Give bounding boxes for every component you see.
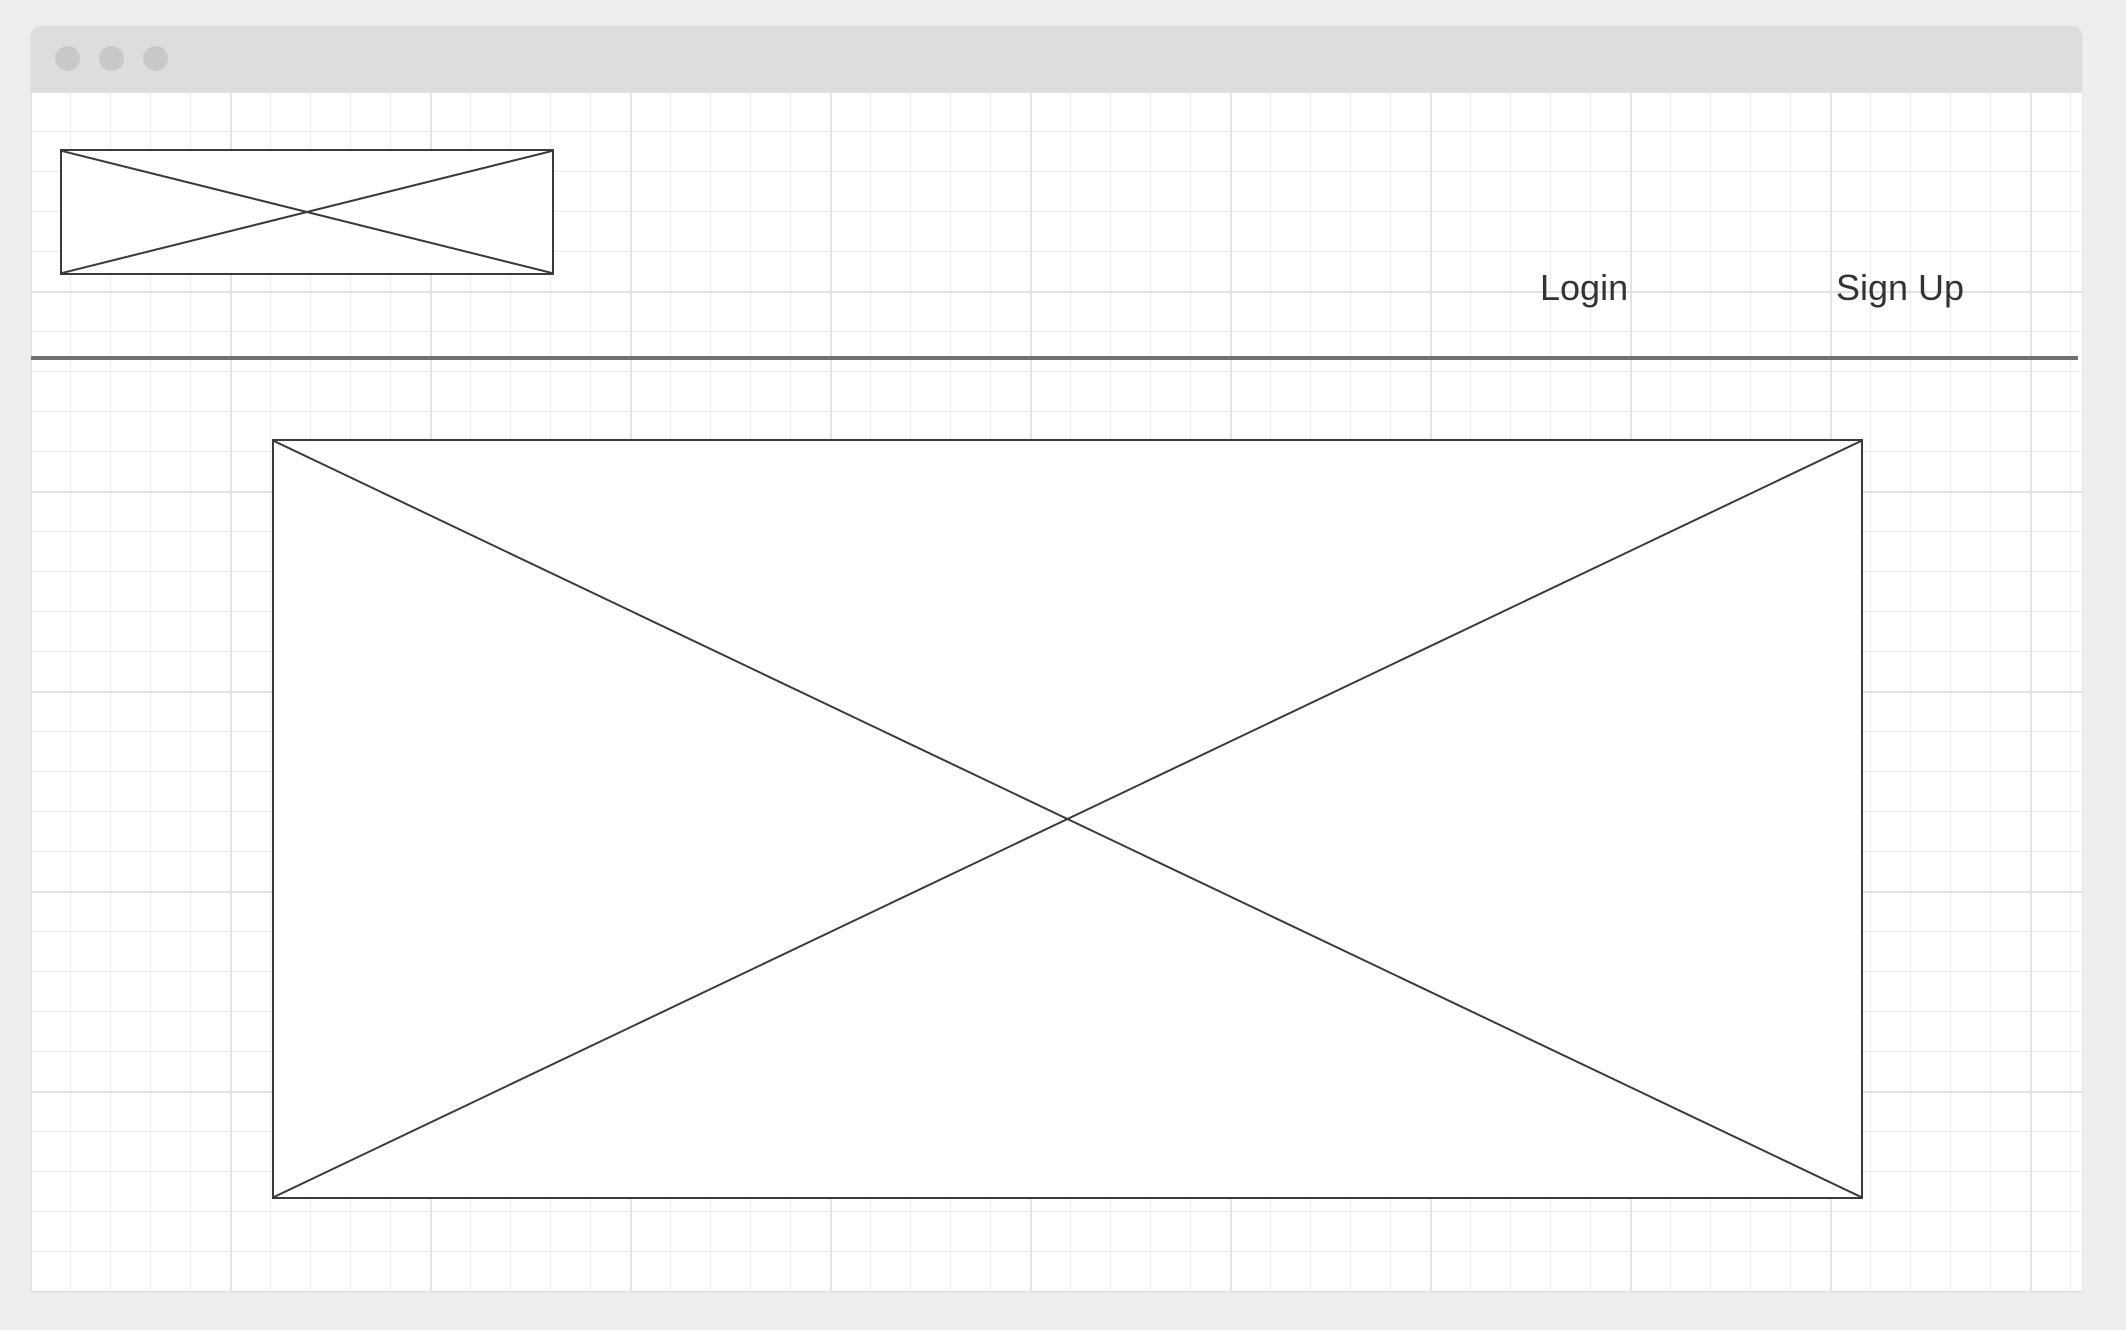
window-maximize-dot-icon[interactable] <box>143 46 168 71</box>
window-minimize-dot-icon[interactable] <box>99 46 124 71</box>
image-placeholder-cross-icon <box>274 441 1861 1197</box>
window-titlebar <box>31 26 2082 92</box>
browser-window: Login Sign Up <box>31 26 2082 1292</box>
window-close-dot-icon[interactable] <box>55 46 80 71</box>
hero-image-placeholder[interactable] <box>272 439 1863 1199</box>
wireframe-canvas: Login Sign Up <box>31 92 2082 1292</box>
header-divider <box>31 356 2078 360</box>
login-link[interactable]: Login <box>1540 267 1629 308</box>
image-placeholder-cross-icon <box>62 151 552 273</box>
logo-image-placeholder[interactable] <box>60 149 554 275</box>
signup-link[interactable]: Sign Up <box>1836 267 1965 308</box>
